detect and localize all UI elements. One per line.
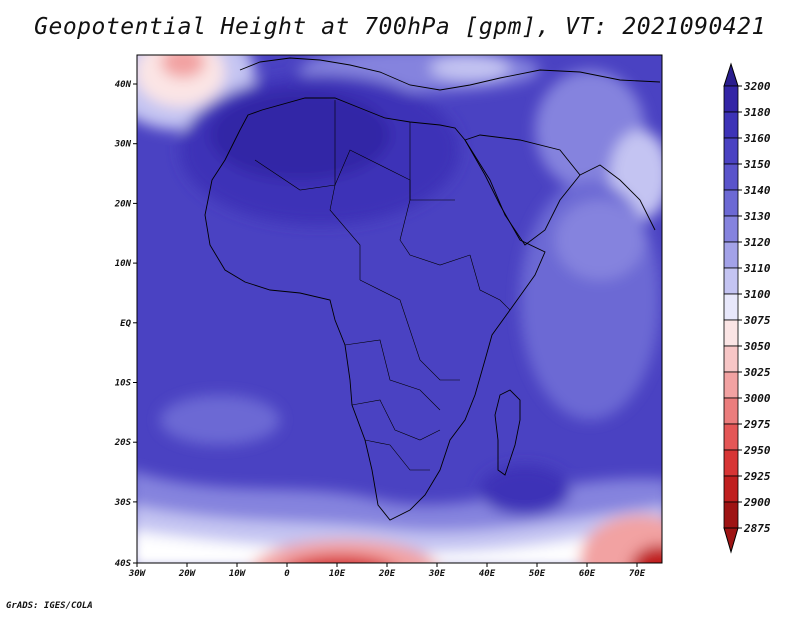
lon-tick-label: 20E xyxy=(378,569,396,579)
colorbar-label: 3050 xyxy=(743,340,771,353)
colorbar-label: 3100 xyxy=(743,288,771,301)
lat-tick-label: 20S xyxy=(114,438,132,448)
colorbar-segment xyxy=(723,163,739,191)
lat-tick-label: 40N xyxy=(115,80,132,90)
lon-tick-label: 10E xyxy=(329,569,346,579)
lon-axis: 30W 20W 10W 0 10E 20E 30E 40E 50E 60E 70E xyxy=(128,563,646,579)
colorbar-segment xyxy=(723,293,739,321)
map-frame xyxy=(136,54,663,564)
lon-tick-label: 50E xyxy=(529,569,546,579)
lon-tick-label: 20W xyxy=(178,569,197,579)
lat-tick-label: 20N xyxy=(114,199,132,209)
colorbar-label: 3160 xyxy=(743,132,771,145)
lat-tick-label: 10S xyxy=(115,379,132,389)
colorbar-segment xyxy=(723,85,739,113)
lon-tick-label: 60E xyxy=(579,569,596,579)
lat-tick-label: 40S xyxy=(115,559,132,569)
lat-tick-label: EQ xyxy=(120,319,131,329)
colorbar-segment xyxy=(723,189,739,217)
lon-tick-label: 10W xyxy=(229,569,247,579)
colorbar: 3200 3180 3160 3150 3140 3130 3120 3110 3100 3075… xyxy=(723,62,771,554)
colorbar-label: 3130 xyxy=(743,210,771,223)
colorbar-segment xyxy=(723,371,739,399)
colorbar-label: 3150 xyxy=(743,158,771,171)
colorbar-segment xyxy=(723,501,739,529)
colorbar-label: 3140 xyxy=(743,184,771,197)
colorbar-top-arrow xyxy=(723,62,739,87)
country-borders xyxy=(254,100,511,471)
lon-tick-label: 0 xyxy=(284,569,290,579)
lon-tick-label: 70E xyxy=(629,569,646,579)
colorbar-segment xyxy=(723,215,739,243)
colorbar-label: 3110 xyxy=(743,262,771,275)
colorbar-bottom-arrow xyxy=(723,527,739,554)
colorbar-segment xyxy=(723,267,739,295)
colorbar-label: 3075 xyxy=(743,314,771,327)
grads-credit: GrADS: IGES/COLA xyxy=(6,601,93,611)
colorbar-segment xyxy=(723,475,739,503)
colorbar-label: 3200 xyxy=(743,80,771,93)
height-field xyxy=(137,55,662,563)
colorbar-segment xyxy=(723,423,739,451)
colorbar-label: 2900 xyxy=(743,496,771,509)
colorbar-label: 2950 xyxy=(743,444,771,457)
colorbar-label: 3180 xyxy=(743,106,771,119)
lat-tick-label: 30N xyxy=(114,140,132,150)
lon-tick-label: 30W xyxy=(128,569,147,579)
colorbar-segment xyxy=(723,111,739,139)
lat-tick-label: 10N xyxy=(115,259,132,269)
colorbar-segment xyxy=(723,319,739,347)
colorbar-segment xyxy=(723,345,739,373)
lat-axis: 40N 30N 20N 10N EQ 10S 20S 30S 40S xyxy=(114,80,137,569)
colorbar-segment xyxy=(723,397,739,425)
coastlines xyxy=(204,57,661,521)
colorbar-segment xyxy=(723,241,739,269)
lon-tick-label: 30E xyxy=(428,569,446,579)
lon-tick-label: 40E xyxy=(479,569,496,579)
map-title: Geopotential Height at 700hPa [gpm], VT:… xyxy=(34,14,766,40)
colorbar-label: 2925 xyxy=(743,470,771,483)
colorbar-segment xyxy=(723,137,739,165)
colorbar-label: 3025 xyxy=(743,366,771,379)
colorbar-segment xyxy=(723,449,739,477)
colorbar-label: 2975 xyxy=(743,418,771,431)
lat-tick-label: 30S xyxy=(114,498,132,508)
colorbar-label: 2875 xyxy=(743,522,771,535)
colorbar-label: 3120 xyxy=(743,236,771,249)
colorbar-label: 3000 xyxy=(743,392,771,405)
